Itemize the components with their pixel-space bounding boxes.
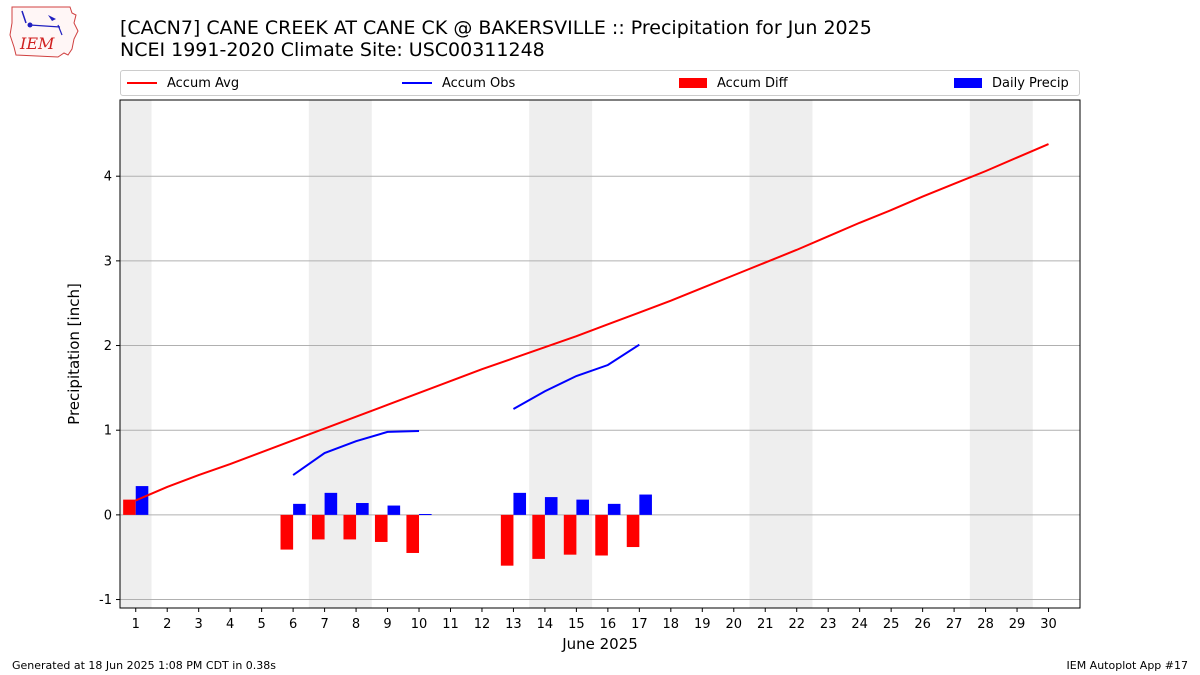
x-tick-label: 11 [442, 617, 459, 632]
legend: Accum Avg Accum Obs Accum Diff Daily Pre… [120, 70, 1080, 96]
daily-precip-bar [544, 497, 558, 515]
daily-precip-bar [576, 499, 589, 515]
footer-app: IEM Autoplot App #17 [1066, 659, 1189, 672]
daily-precip-bar [419, 514, 432, 516]
accum-diff-bar [500, 514, 514, 566]
legend-label: Accum Obs [442, 75, 516, 91]
x-tick-label: 2 [163, 617, 171, 632]
accum-avg-line [135, 143, 1049, 502]
daily-precip-bar [513, 492, 527, 515]
x-tick-label: 18 [663, 617, 680, 632]
y-tick-label: 4 [104, 170, 112, 185]
x-tick-label: 15 [568, 617, 585, 632]
legend-item-accum-diff: Accum Diff [679, 71, 788, 95]
daily-precip-bar [639, 494, 652, 515]
accum-obs-line [292, 430, 420, 476]
x-tick-label: 30 [1040, 617, 1057, 632]
x-tick-label: 14 [537, 617, 554, 632]
x-tick-label: 28 [977, 617, 994, 632]
accum-diff-bar [626, 514, 640, 548]
chart-subtitle: NCEI 1991-2020 Climate Site: USC00311248 [120, 39, 545, 61]
x-tick-label: 8 [352, 617, 360, 632]
weekend-band [969, 100, 1033, 608]
y-tick-label: 1 [104, 424, 112, 439]
weekend-band [749, 100, 813, 608]
x-tick-label: 9 [383, 617, 391, 632]
x-tick-label: 12 [474, 617, 491, 632]
accum-diff-bar [123, 499, 136, 515]
accum-obs-line [512, 343, 640, 410]
lines [135, 143, 1049, 502]
x-tick-label: 3 [195, 617, 203, 632]
accum-diff-bar [343, 514, 357, 540]
x-tick-label: 27 [946, 617, 963, 632]
daily-precip-bar [356, 503, 369, 515]
x-tick-label: 25 [883, 617, 900, 632]
y-tick-label: 0 [104, 508, 112, 523]
iem-logo: IEM [9, 6, 79, 58]
x-tick-label: 17 [631, 617, 648, 632]
chart-title: [CACN7] CANE CREEK AT CANE CK @ BAKERSVI… [120, 17, 872, 39]
daily-precip-bar [607, 503, 621, 515]
daily-precip-bar [324, 492, 338, 515]
x-tick-label: 4 [226, 617, 234, 632]
legend-swatch-accum-diff [679, 78, 707, 88]
x-tick-label: 22 [788, 617, 805, 632]
x-tick-label: 10 [411, 617, 428, 632]
x-tick-label: 6 [289, 617, 297, 632]
logo-text: IEM [19, 34, 55, 53]
x-tick-label: 20 [725, 617, 742, 632]
legend-swatch-accum-avg [127, 82, 157, 84]
daily-precip-bar [293, 503, 306, 515]
x-tick-label: 29 [1009, 617, 1026, 632]
legend-swatch-daily-precip [954, 78, 982, 88]
x-tick-label: 13 [505, 617, 522, 632]
legend-label: Daily Precip [992, 75, 1069, 91]
legend-label: Accum Avg [167, 75, 240, 91]
accum-diff-bar [374, 514, 388, 542]
accum-diff-bar [595, 514, 608, 556]
accum-diff-bar [563, 514, 577, 555]
x-tick-label: 5 [257, 617, 265, 632]
x-tick-label: 7 [320, 617, 328, 632]
x-tick-label: 1 [132, 617, 140, 632]
daily-precip-bar [387, 505, 401, 515]
x-tick-label: 16 [600, 617, 617, 632]
legend-item-accum-obs: Accum Obs [402, 71, 515, 95]
legend-item-accum-avg: Accum Avg [127, 71, 239, 95]
legend-swatch-accum-obs [402, 82, 432, 84]
x-tick-label: 24 [851, 617, 868, 632]
accum-diff-bar [312, 514, 325, 540]
accum-diff-bar [406, 514, 420, 553]
legend-item-daily-precip: Daily Precip [954, 71, 1069, 95]
plot-frame [119, 99, 1081, 609]
y-tick-label: 3 [104, 254, 112, 269]
x-tick-label: 21 [757, 617, 774, 632]
daily-precip-bar [135, 486, 149, 515]
y-tick-label: 2 [104, 339, 112, 354]
weekend-band [120, 100, 152, 608]
x-tick-label: 26 [914, 617, 931, 632]
bars [123, 486, 652, 566]
accum-diff-bar [532, 514, 545, 559]
x-tick-label: 23 [820, 617, 837, 632]
x-tick-label: 19 [694, 617, 711, 632]
y-axis-label: Precipitation [inch] [65, 283, 83, 425]
footer-generated: Generated at 18 Jun 2025 1:08 PM CDT in … [12, 659, 277, 672]
accum-diff-bar [280, 514, 294, 550]
legend-label: Accum Diff [717, 75, 788, 91]
y-tick-label: -1 [99, 593, 112, 608]
x-axis-label: June 2025 [561, 635, 638, 653]
